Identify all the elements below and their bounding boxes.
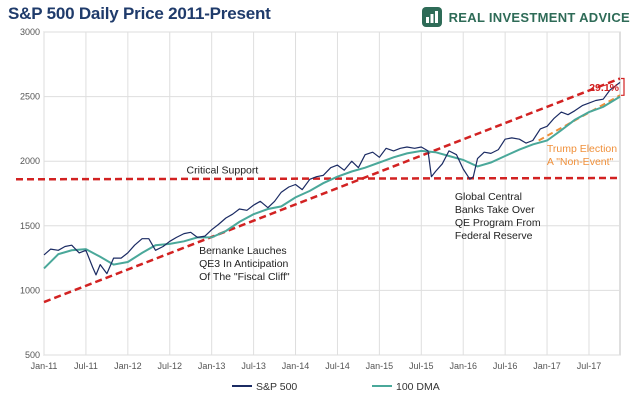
annotation-global-banks: Banks Take Over	[455, 204, 535, 216]
annotation-trump: A "Non-Event"	[547, 156, 614, 168]
x-tick-label: Jan-12	[114, 361, 142, 371]
upper-trend-line	[43, 77, 621, 304]
annotation-trump: Trump Election	[547, 143, 617, 155]
plot-area	[43, 31, 621, 356]
annotation-critical-support: Critical Support	[187, 164, 259, 176]
x-tick-label: Jul-15	[409, 361, 434, 371]
x-tick-label: Jul-17	[577, 361, 602, 371]
chart-overlays	[15, 77, 625, 304]
x-tick-label: Jan-15	[366, 361, 394, 371]
price-line	[43, 81, 621, 276]
y-tick-label: 2500	[20, 92, 40, 102]
brand-name: REAL INVESTMENT ADVICE	[448, 9, 630, 25]
y-tick-label: 500	[25, 350, 40, 360]
chart-series	[43, 81, 621, 276]
x-tick-label: Jan-11	[31, 361, 58, 371]
x-tick-label: Jan-14	[282, 361, 310, 371]
x-tick-label: Jan-16	[449, 361, 477, 371]
critical-support-line	[15, 176, 621, 181]
x-tick-label: Jul-11	[74, 361, 98, 371]
trump-trend-line	[538, 94, 621, 142]
range-bracket	[621, 77, 625, 96]
y-tick-label: 1500	[20, 221, 40, 231]
chart-grid	[43, 31, 621, 356]
x-tick-label: Jul-16	[493, 361, 518, 371]
x-tick-label: Jan-17	[533, 361, 561, 371]
annotation-bernanke: Bernanke Lauches	[199, 245, 287, 257]
dma-line	[43, 95, 621, 270]
y-tick-label: 2000	[20, 156, 40, 166]
annotation-global-banks: Global Central	[455, 191, 522, 203]
brand-block: REAL INVESTMENT ADVICE	[421, 6, 630, 28]
annotation-bernanke: Of The "Fiscal Cliff"	[199, 271, 290, 283]
x-tick-label: Jul-12	[158, 361, 183, 371]
annotation-percent: 29.1%	[589, 82, 619, 94]
annotation-global-banks: Federal Reserve	[455, 230, 533, 242]
annotation-global-banks: QE Program From	[455, 217, 541, 229]
bar-chart-logo-icon	[421, 7, 442, 27]
x-tick-label: Jul-14	[325, 361, 350, 371]
y-tick-label: 3000	[20, 27, 40, 37]
chart-title: S&P 500 Daily Price 2011-Present	[8, 4, 271, 23]
chart-legend: S&P 500 100 DMA	[232, 381, 440, 393]
legend-label: 100 DMA	[396, 381, 440, 393]
legend-label: S&P 500	[256, 381, 297, 393]
x-tick-label: Jan-13	[198, 361, 226, 371]
x-tick-label: Jul-13	[241, 361, 266, 371]
chart-axes: 500 1000 1500 2000 2500 3000 Jan-11 Jul-11 Jan-1…	[20, 27, 601, 371]
y-tick-label: 1000	[20, 285, 40, 295]
annotation-bernanke: QE3 In Anticipation	[199, 258, 288, 270]
